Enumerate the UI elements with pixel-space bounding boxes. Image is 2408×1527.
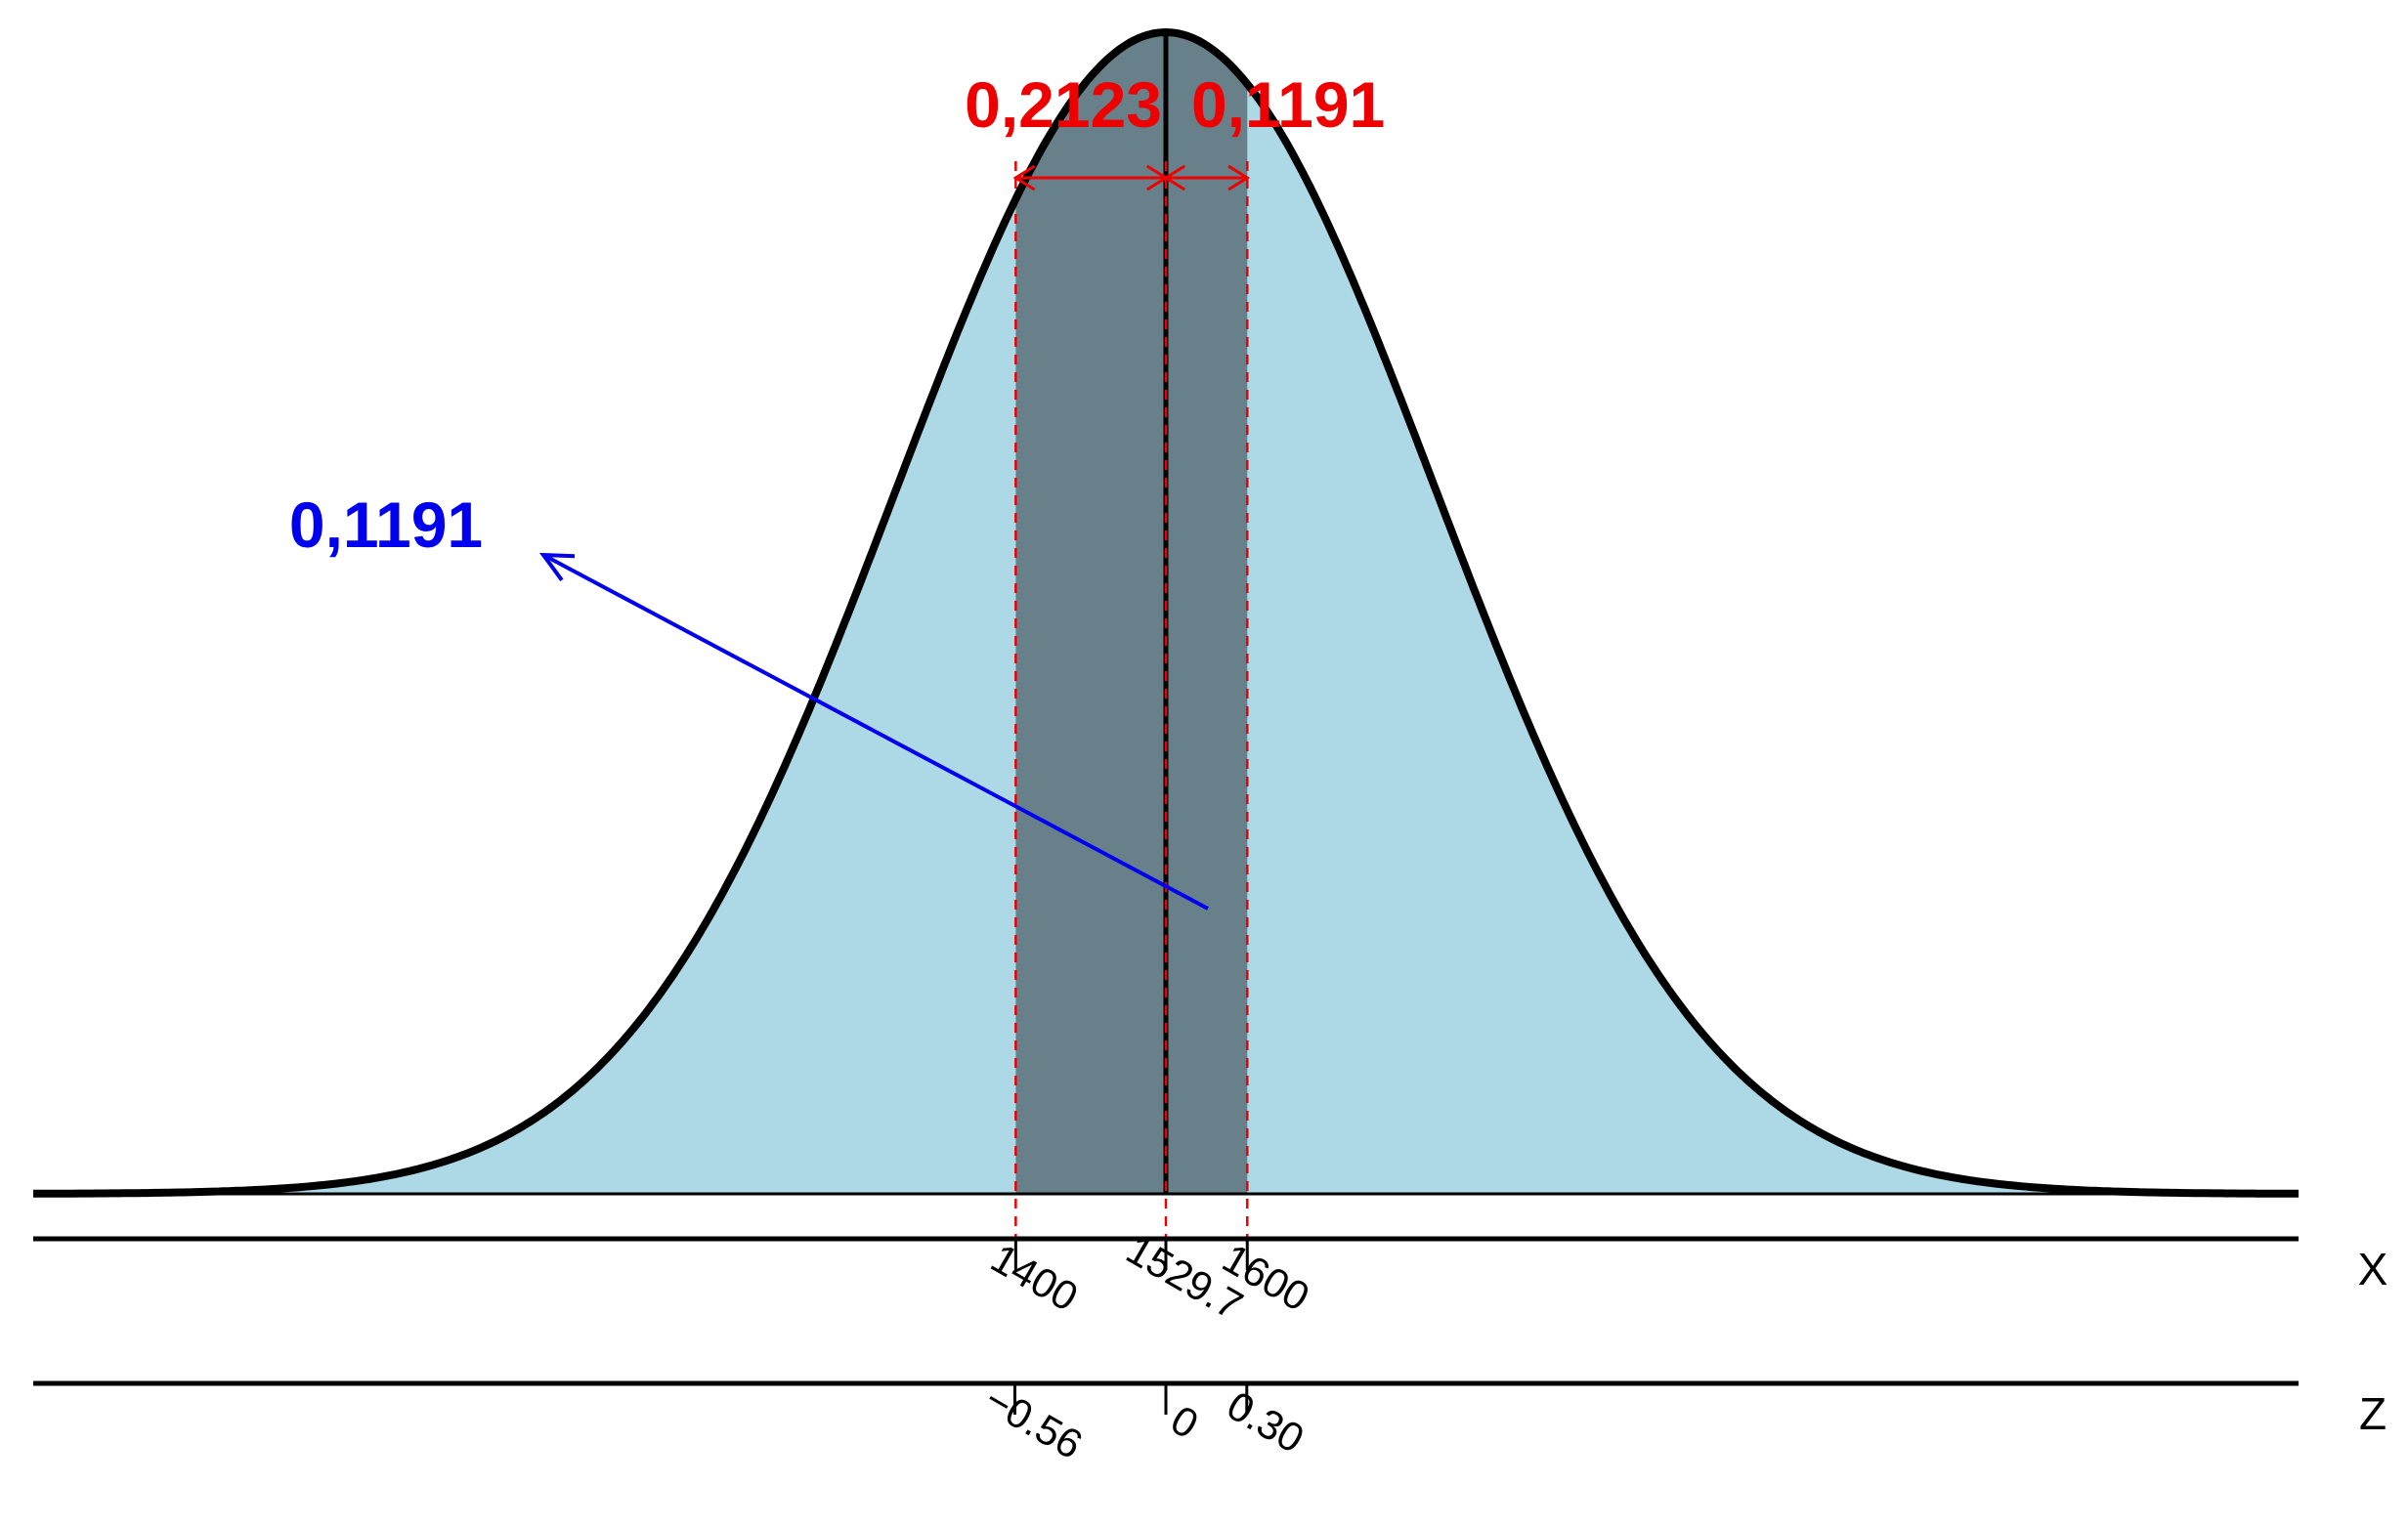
tick-label-z: −0.56 bbox=[977, 1377, 1091, 1468]
dimension-arrowhead bbox=[1163, 164, 1185, 191]
right-area-label: 0,1191 bbox=[1191, 68, 1385, 141]
guide-lines bbox=[1014, 161, 1249, 1258]
tick-label-z: 0.30 bbox=[1220, 1382, 1312, 1463]
tick-label-z: 0 bbox=[1163, 1396, 1206, 1447]
shaded-region bbox=[1015, 32, 1248, 1194]
tick-label-x: 1400 bbox=[983, 1235, 1085, 1320]
annotation-arrow-head bbox=[538, 552, 576, 581]
dimension-arrows bbox=[1012, 164, 1251, 191]
density-curve bbox=[33, 28, 2299, 1198]
axis-name-x: X bbox=[2358, 1244, 2388, 1294]
left-area-label: 0,2123 bbox=[965, 68, 1162, 141]
dimension-arrowhead bbox=[1227, 164, 1251, 191]
annotation-arrow bbox=[542, 553, 1209, 911]
dimension-arrowhead bbox=[1012, 164, 1036, 191]
arrow-area-label: 0,1191 bbox=[289, 488, 483, 561]
axis-name-z: Z bbox=[2359, 1388, 2386, 1439]
